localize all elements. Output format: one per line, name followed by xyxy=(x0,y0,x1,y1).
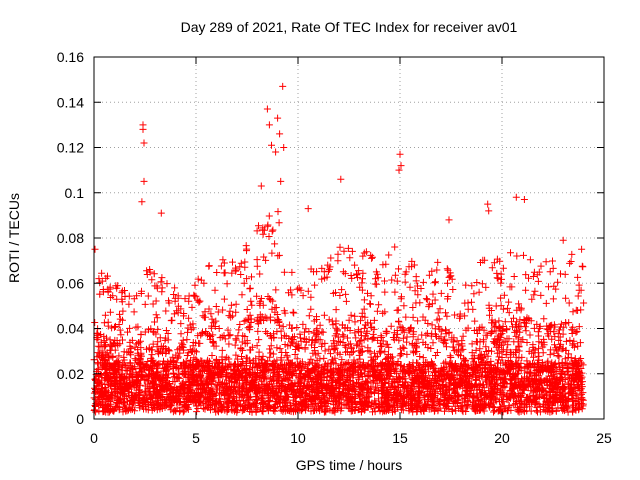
y-tick-label: 0.12 xyxy=(57,140,84,156)
y-tick-label: 0.04 xyxy=(57,321,84,337)
data-points xyxy=(90,82,588,416)
x-axis-label: GPS time / hours xyxy=(296,457,403,473)
y-tick-label: 0.08 xyxy=(57,230,84,246)
x-tick-label: 25 xyxy=(596,430,612,446)
x-tick-label: 5 xyxy=(192,430,200,446)
x-tick-label: 10 xyxy=(290,430,306,446)
x-tick-label: 20 xyxy=(494,430,510,446)
y-axis-label: ROTI / TECUs xyxy=(6,193,22,283)
y-tick-label: 0 xyxy=(76,411,84,427)
y-tick-label: 0.1 xyxy=(65,185,85,201)
y-tick-label: 0.02 xyxy=(57,366,84,382)
chart-title: Day 289 of 2021, Rate Of TEC Index for r… xyxy=(181,19,518,35)
axis-ticks: 0 5 10 15 20 25 0 0.02 0.04 0.06 0.08 0.1 0.12 0.14 0.… xyxy=(57,49,612,446)
x-tick-label: 0 xyxy=(90,430,98,446)
roti-markers xyxy=(90,82,588,416)
x-tick-label: 15 xyxy=(392,430,408,446)
y-tick-label: 0.06 xyxy=(57,275,84,291)
y-tick-label: 0.14 xyxy=(57,94,84,110)
y-tick-label: 0.16 xyxy=(57,49,84,65)
